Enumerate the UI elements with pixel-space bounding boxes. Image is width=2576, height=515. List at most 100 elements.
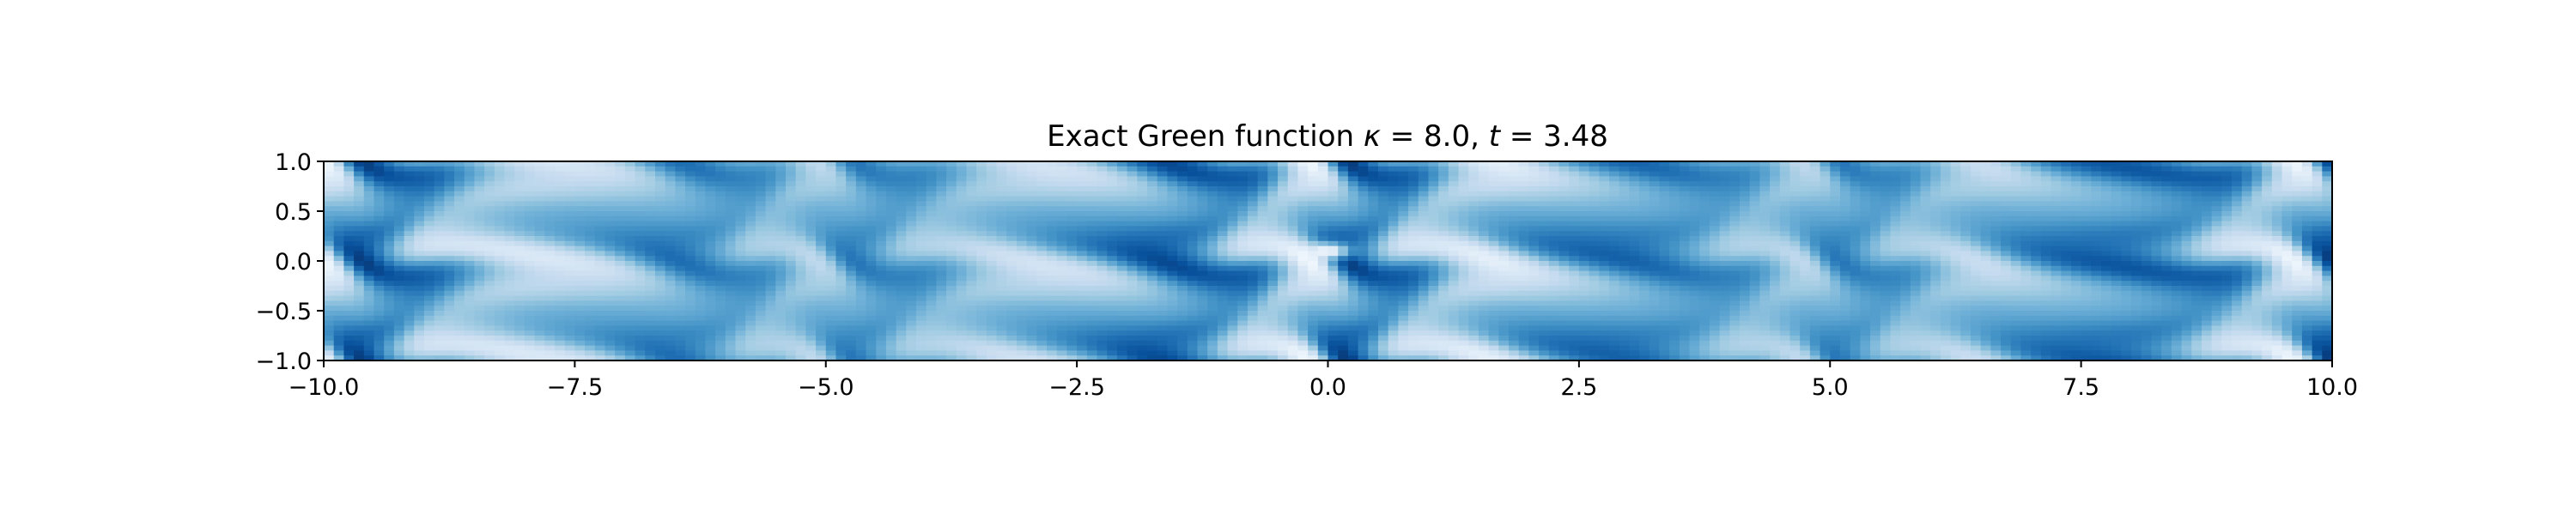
heatmap-cell <box>996 221 1007 227</box>
heatmap-cell <box>554 231 566 237</box>
heatmap-cell <box>624 171 636 177</box>
heatmap-cell <box>735 236 746 242</box>
heatmap-cell <box>695 256 707 262</box>
heatmap-cell <box>654 191 666 197</box>
heatmap-cell <box>1900 211 1911 217</box>
heatmap-cell <box>805 270 817 276</box>
heatmap-cell <box>1619 276 1630 282</box>
heatmap-cell <box>1327 176 1339 182</box>
heatmap-cell <box>996 166 1007 173</box>
heatmap-cell <box>1920 215 1931 222</box>
heatmap-cell <box>524 215 536 222</box>
heatmap-cell <box>1539 226 1550 232</box>
heatmap-cell <box>1970 196 1982 202</box>
heatmap-cell <box>1839 226 1851 232</box>
heatmap-cell <box>384 276 395 282</box>
heatmap-cell <box>1086 211 1098 217</box>
heatmap-cell <box>825 201 837 207</box>
heatmap-cell <box>1368 245 1379 251</box>
heatmap-cell <box>1800 176 1811 182</box>
heatmap-cell <box>574 281 586 287</box>
heatmap-cell <box>2201 176 2213 182</box>
heatmap-cell <box>2031 226 2042 232</box>
heatmap-cell <box>2281 226 2293 232</box>
heatmap-cell <box>1679 161 1691 167</box>
heatmap-cell <box>2061 240 2072 247</box>
heatmap-cell <box>1358 176 1369 182</box>
heatmap-cell <box>2301 240 2313 247</box>
heatmap-cell <box>1779 281 1791 287</box>
heatmap-cell <box>2001 276 2012 282</box>
heatmap-cell <box>1589 176 1600 182</box>
heatmap-cell <box>333 161 344 167</box>
heatmap-cell <box>765 186 776 192</box>
heatmap-cell <box>825 276 837 282</box>
heatmap-cell <box>1830 281 1841 287</box>
heatmap-cell <box>2262 256 2273 262</box>
heatmap-cell <box>1649 281 1661 287</box>
heatmap-cell <box>1759 226 1771 232</box>
heatmap-cell <box>695 236 707 242</box>
heatmap-cell <box>1047 231 1058 237</box>
heatmap-cell <box>2191 191 2202 197</box>
heatmap-cell <box>2281 186 2293 192</box>
heatmap-cell <box>1478 245 1490 251</box>
heatmap-cell <box>444 201 455 207</box>
heatmap-cell <box>494 176 506 182</box>
heatmap-cell <box>645 206 656 212</box>
heatmap-cell <box>1558 186 1570 192</box>
heatmap-cell <box>1267 261 1279 267</box>
heatmap-cell <box>1056 221 1068 227</box>
heatmap-cell <box>1468 265 1479 272</box>
heatmap-cell <box>685 251 696 257</box>
heatmap-cell <box>1237 196 1249 202</box>
heatmap-cell <box>2251 191 2263 197</box>
heatmap-cell <box>1026 256 1037 262</box>
heatmap-cell <box>1850 215 1861 222</box>
heatmap-cell <box>805 226 817 232</box>
heatmap-cell <box>1377 281 1389 287</box>
heatmap-cell <box>2061 166 2072 173</box>
heatmap-cell <box>2151 206 2162 212</box>
heatmap-cell <box>624 215 636 222</box>
heatmap-cell <box>1458 265 1469 272</box>
heatmap-cell <box>1729 171 1741 177</box>
heatmap-cell <box>996 191 1007 197</box>
heatmap-cell <box>926 211 937 217</box>
heatmap-cell <box>1488 206 1499 212</box>
heatmap-cell <box>1729 211 1741 217</box>
heatmap-cell <box>1377 166 1389 173</box>
heatmap-cell <box>1036 181 1048 187</box>
heatmap-cell <box>1599 186 1610 192</box>
heatmap-cell <box>1709 240 1721 247</box>
heatmap-cell <box>2131 261 2142 267</box>
heatmap-cell <box>1418 226 1430 232</box>
heatmap-cell <box>2232 251 2243 257</box>
heatmap-cell <box>1729 166 1741 173</box>
heatmap-cell <box>324 276 335 282</box>
heatmap-cell <box>2221 196 2233 202</box>
heatmap-cell <box>544 245 556 251</box>
heatmap-cell <box>1518 276 1529 282</box>
heatmap-cell <box>1338 161 1349 167</box>
heatmap-cell <box>393 231 405 237</box>
heatmap-cell <box>1970 191 1982 197</box>
heatmap-cell <box>1006 231 1018 237</box>
heatmap-cell <box>2171 201 2183 207</box>
heatmap-cell <box>1870 206 1881 212</box>
heatmap-cell <box>1770 256 1781 262</box>
heatmap-cell <box>675 270 686 276</box>
heatmap-cell <box>785 181 797 187</box>
heatmap-cell <box>363 211 375 217</box>
heatmap-cell <box>946 206 957 212</box>
heatmap-cell <box>805 211 817 217</box>
heatmap-cell <box>1578 186 1590 192</box>
heatmap-cell <box>363 226 375 232</box>
heatmap-cell <box>1388 191 1399 197</box>
heatmap-cell <box>1509 281 1520 287</box>
heatmap-cell <box>384 206 395 212</box>
heatmap-cell <box>615 231 626 237</box>
heatmap-cell <box>1589 166 1600 173</box>
heatmap-cell <box>1368 265 1379 272</box>
heatmap-cell <box>1569 201 1580 207</box>
